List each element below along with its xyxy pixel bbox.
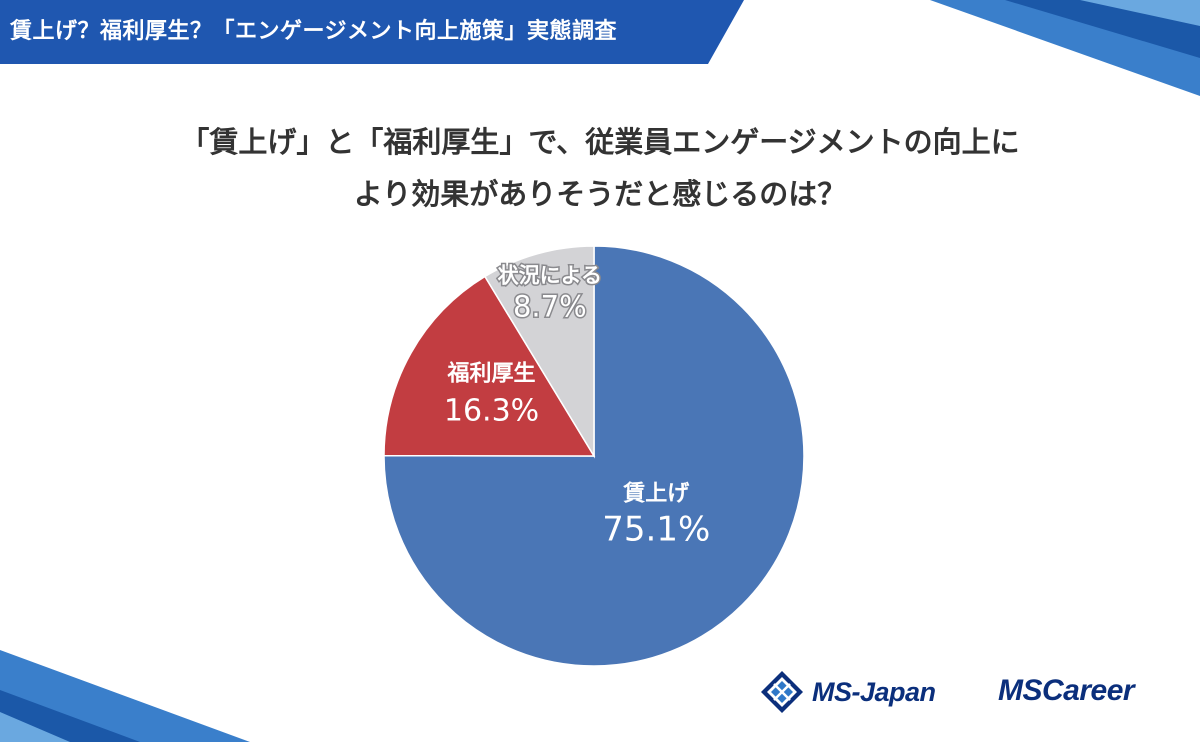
ms-career-logo: MSCareer	[998, 674, 1135, 707]
slice-value-1: 75.1%	[602, 509, 710, 549]
ms-japan-logo: MS-Japan	[760, 670, 936, 714]
slice-label-1: 賃上げ	[622, 481, 690, 506]
chart-question: 「賃上げ」と「福利厚生」で、従業員エンゲージメントの向上に より効果がありそうだ…	[0, 116, 1200, 220]
slice-value-2: 16.3%	[444, 393, 539, 428]
slice-value-3: 8.7%	[513, 289, 587, 323]
ms-japan-emblem-icon	[761, 671, 803, 713]
page-title: 賃上げ？福利厚生？「エンゲージメント向上施策」実態調査	[10, 19, 618, 44]
header-banner	[0, 0, 744, 64]
slice-label-2: 福利厚生	[447, 361, 536, 386]
ms-japan-wordmark: MS-Japan	[812, 676, 936, 707]
pie-slice-2	[383, 275, 596, 457]
pie-slice-1	[383, 245, 805, 667]
slice-label-3: 状況による	[498, 263, 602, 287]
question-line-1: 「賃上げ」と「福利厚生」で、従業員エンゲージメントの向上に	[180, 125, 1020, 159]
pie-slice-3	[483, 245, 595, 459]
question-line-2: より効果がありそうだと感じるのは？	[353, 177, 847, 211]
